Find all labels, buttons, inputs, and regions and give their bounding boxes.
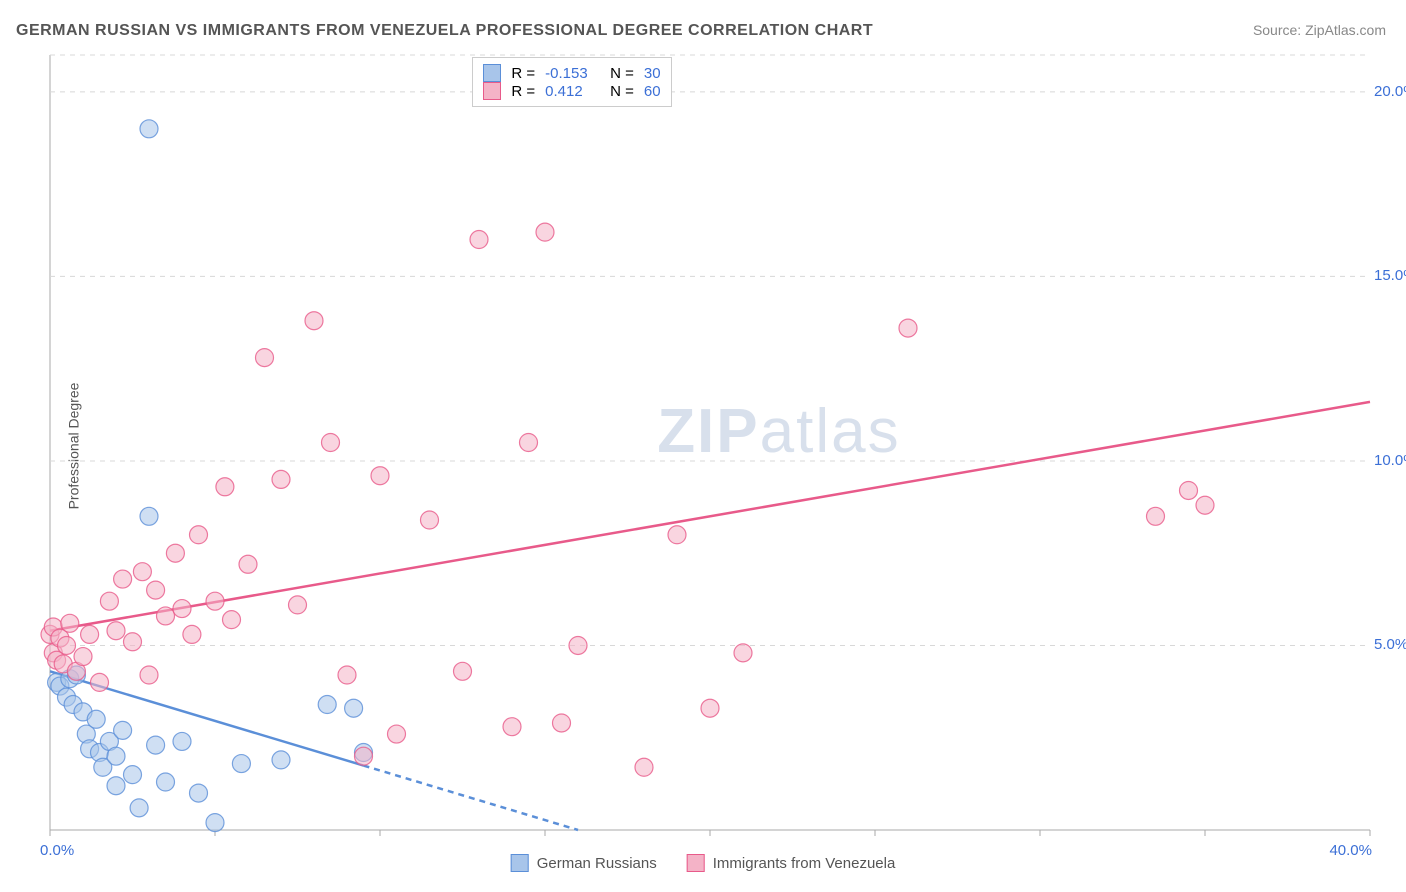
series-legend-item: Immigrants from Venezuela bbox=[687, 854, 896, 872]
n-value: 30 bbox=[644, 65, 661, 82]
legend-swatch bbox=[483, 64, 501, 82]
legend-swatch bbox=[483, 82, 501, 100]
r-label: R = bbox=[511, 83, 535, 100]
legend-swatch bbox=[687, 854, 705, 872]
legend-row: R = -0.153 N = 30 bbox=[483, 64, 660, 82]
y-tick-label: 10.0% bbox=[1374, 452, 1406, 469]
n-label: N = bbox=[610, 83, 634, 100]
series-label: German Russians bbox=[537, 855, 657, 872]
y-tick-label: 20.0% bbox=[1374, 83, 1406, 100]
y-tick-label: 5.0% bbox=[1374, 636, 1406, 653]
n-label: N = bbox=[610, 65, 634, 82]
series-legend-item: German Russians bbox=[511, 854, 657, 872]
n-value: 60 bbox=[644, 83, 661, 100]
x-tick-label: 40.0% bbox=[1329, 842, 1372, 859]
y-tick-label: 15.0% bbox=[1374, 267, 1406, 284]
chart-container: GERMAN RUSSIAN VS IMMIGRANTS FROM VENEZU… bbox=[0, 0, 1406, 892]
r-value: 0.412 bbox=[545, 83, 600, 100]
series-legend: German Russians Immigrants from Venezuela bbox=[511, 854, 896, 872]
series-label: Immigrants from Venezuela bbox=[713, 855, 896, 872]
r-label: R = bbox=[511, 65, 535, 82]
chart-svg bbox=[0, 0, 1406, 892]
r-value: -0.153 bbox=[545, 65, 600, 82]
legend-swatch bbox=[511, 854, 529, 872]
x-tick-label: 0.0% bbox=[40, 842, 74, 859]
correlation-legend: R = -0.153 N = 30 R = 0.412 N = 60 bbox=[472, 57, 671, 107]
legend-row: R = 0.412 N = 60 bbox=[483, 82, 660, 100]
